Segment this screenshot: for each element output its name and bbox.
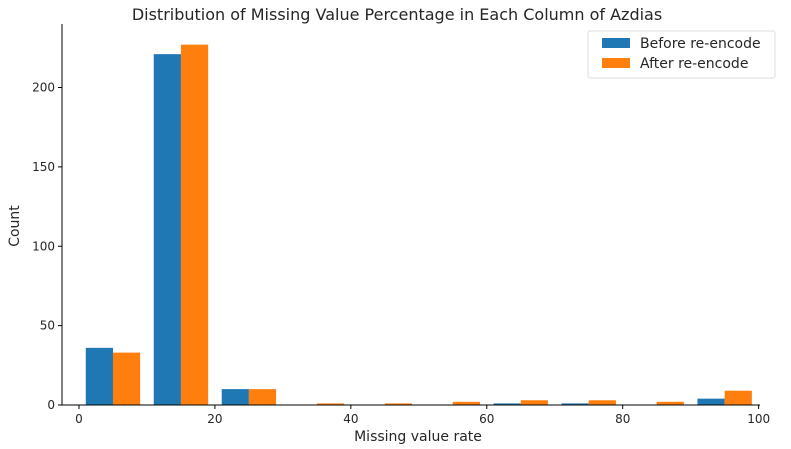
- x-tick-label: 0: [75, 412, 83, 426]
- legend-swatch-before: [602, 38, 630, 48]
- bar-after-bin-7: [588, 400, 616, 405]
- legend: Before re-encode After re-encode: [587, 30, 776, 79]
- bar-after-bin-0: [112, 352, 141, 405]
- chart-title: Distribution of Missing Value Percentage…: [132, 5, 662, 24]
- y-tick-label: 100: [32, 239, 55, 253]
- bar-after-bin-8: [656, 401, 684, 405]
- bar-before-bin-2: [221, 389, 249, 406]
- y-axis-label: Count: [7, 205, 23, 247]
- legend-frame: [587, 30, 776, 79]
- bar-after-bin-6: [520, 400, 548, 405]
- y-tick-label: 150: [32, 160, 55, 174]
- y-tick-label: 200: [32, 81, 55, 95]
- bar-before-bin-9: [697, 398, 725, 405]
- y-tick-label: 50: [40, 319, 55, 333]
- bar-before-bin-0: [85, 347, 113, 405]
- bar-before-bin-1: [153, 54, 181, 405]
- legend-label-after: After re-encode: [640, 56, 748, 72]
- x-tick-label: 100: [747, 412, 770, 426]
- bar-after-bin-1: [180, 44, 209, 405]
- x-tick-label: 60: [479, 412, 494, 426]
- x-tick-label: 40: [343, 412, 358, 426]
- bar-after-bin-4: [384, 403, 413, 405]
- bar-before-bin-7: [561, 403, 589, 405]
- y-tick-label: 0: [47, 398, 55, 412]
- plot-area: 0 20 40 60 80 100 0 50 100 150 200: [32, 24, 770, 426]
- bar-after-bin-5: [452, 401, 480, 405]
- bar-after-bin-9: [724, 390, 752, 405]
- legend-label-before: Before re-encode: [640, 36, 761, 52]
- bar-after-bin-3: [316, 403, 345, 405]
- bar-before-bin-6: [493, 403, 521, 405]
- x-axis-label: Missing value rate: [354, 429, 482, 445]
- legend-swatch-after: [602, 58, 630, 68]
- x-tick-label: 20: [207, 412, 222, 426]
- x-tick-label: 80: [615, 412, 630, 426]
- bar-after-bin-2: [248, 389, 277, 406]
